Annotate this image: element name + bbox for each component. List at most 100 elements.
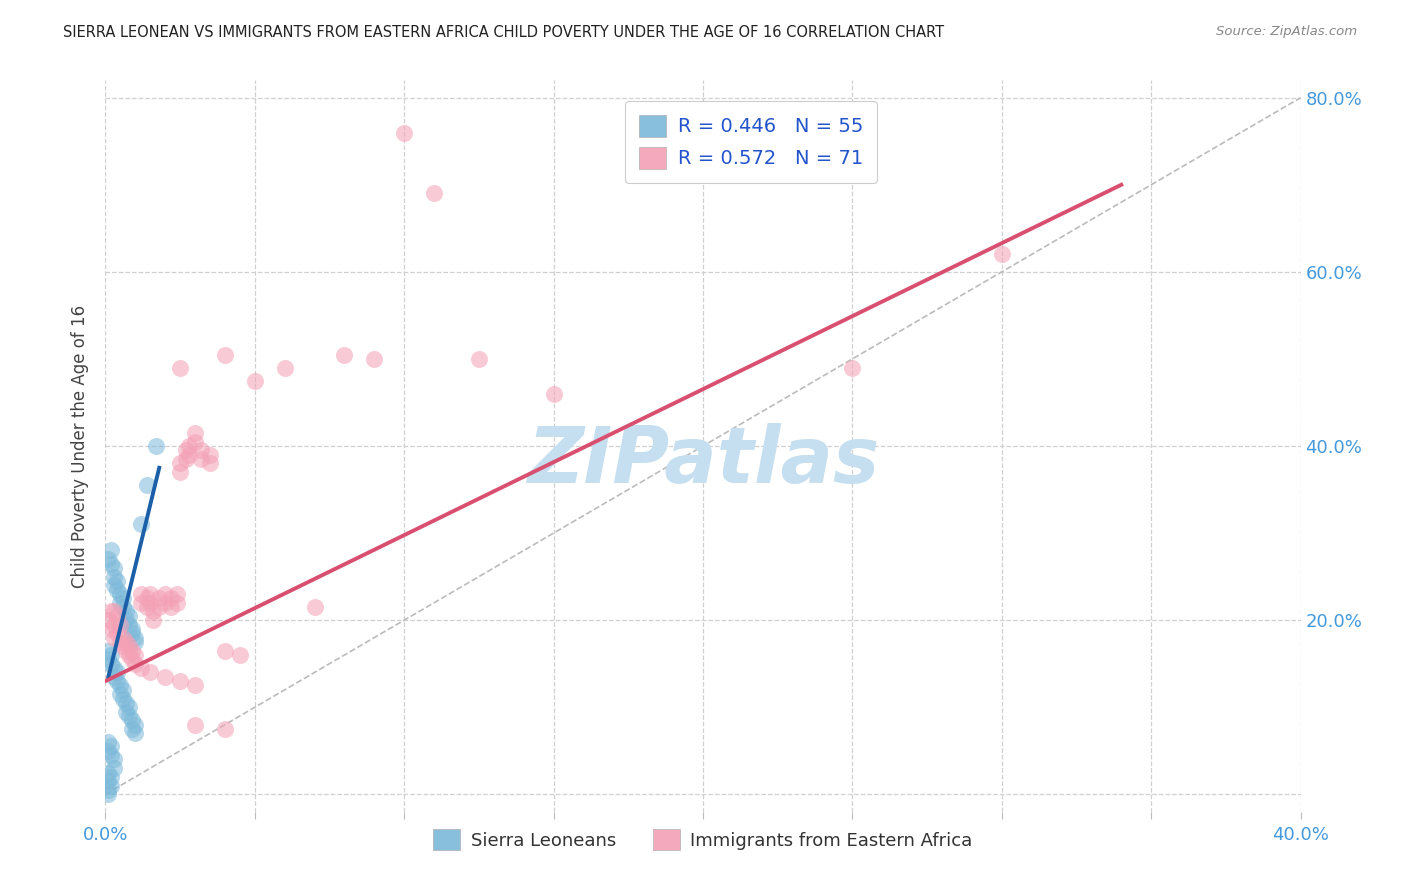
Point (115, 643, 138, 657)
Point (100, 557, 122, 571)
Point (112, 640, 135, 654)
Point (107, 608, 129, 623)
Point (112, 682, 135, 697)
Point (103, 631, 125, 645)
Legend: Sierra Leoneans, Immigrants from Eastern Africa: Sierra Leoneans, Immigrants from Eastern… (426, 822, 980, 857)
Text: Source: ZipAtlas.com: Source: ZipAtlas.com (1216, 25, 1357, 38)
Point (97, 613, 120, 627)
Point (174, 452, 197, 467)
Point (115, 635, 138, 649)
Point (110, 596, 132, 610)
Point (214, 722, 236, 736)
Point (97, 552, 120, 566)
Point (103, 578, 125, 592)
Point (129, 587, 153, 601)
Point (97, 744, 120, 758)
Point (121, 643, 143, 657)
Point (97, 735, 120, 749)
Point (124, 657, 146, 671)
Point (174, 443, 197, 458)
Point (110, 678, 132, 692)
Point (100, 739, 122, 754)
Point (184, 717, 207, 731)
Point (112, 600, 135, 615)
Point (169, 465, 191, 479)
Point (229, 648, 252, 662)
Point (107, 582, 129, 597)
Point (190, 452, 212, 467)
Point (100, 748, 122, 763)
Point (148, 600, 170, 615)
Point (103, 761, 125, 775)
Point (118, 617, 141, 632)
Point (107, 574, 129, 588)
Point (110, 687, 132, 701)
Point (103, 561, 125, 575)
Point (121, 714, 143, 728)
Point (112, 691, 135, 706)
Point (124, 648, 146, 662)
Point (184, 425, 207, 440)
Point (97, 652, 120, 666)
Point (184, 434, 207, 449)
Point (333, 348, 356, 362)
Point (100, 657, 122, 671)
Point (166, 596, 188, 610)
Point (139, 596, 162, 610)
Point (198, 457, 221, 471)
Point (136, 600, 159, 615)
Text: SIERRA LEONEAN VS IMMIGRANTS FROM EASTERN AFRICA CHILD POVERTY UNDER THE AGE OF : SIERRA LEONEAN VS IMMIGRANTS FROM EASTER… (63, 25, 945, 40)
Point (169, 674, 191, 689)
Point (121, 652, 143, 666)
Point (100, 543, 122, 558)
Point (145, 439, 167, 453)
Point (97, 787, 120, 801)
Point (423, 186, 446, 201)
Point (115, 613, 138, 627)
Point (103, 661, 125, 675)
Point (100, 648, 122, 662)
Point (115, 604, 138, 618)
Point (97, 765, 120, 780)
Point (136, 478, 159, 492)
Point (139, 587, 162, 601)
Point (124, 635, 146, 649)
Point (169, 457, 191, 471)
Point (155, 596, 177, 610)
Point (103, 670, 125, 684)
Point (543, 386, 565, 401)
Point (160, 591, 183, 606)
Point (468, 351, 491, 366)
Point (177, 448, 201, 462)
Point (100, 770, 122, 784)
Point (118, 700, 141, 714)
Point (121, 626, 143, 640)
Point (100, 622, 122, 636)
Point (112, 631, 135, 645)
Point (112, 591, 135, 606)
Point (148, 591, 170, 606)
Point (129, 596, 153, 610)
Point (97, 643, 120, 657)
Point (118, 648, 141, 662)
Point (273, 360, 295, 375)
Point (214, 348, 236, 362)
Point (124, 726, 146, 740)
Text: ZIPatlas: ZIPatlas (527, 423, 879, 499)
Point (394, 126, 416, 140)
Point (155, 670, 177, 684)
Point (160, 600, 183, 615)
Point (115, 705, 138, 719)
Point (103, 604, 125, 618)
Point (107, 674, 129, 689)
Point (136, 591, 159, 606)
Point (103, 752, 125, 766)
Point (107, 626, 129, 640)
Point (142, 604, 165, 618)
Point (124, 717, 146, 731)
Point (177, 439, 201, 453)
Point (190, 443, 212, 458)
Point (103, 569, 125, 583)
Point (107, 665, 129, 680)
Point (121, 622, 143, 636)
